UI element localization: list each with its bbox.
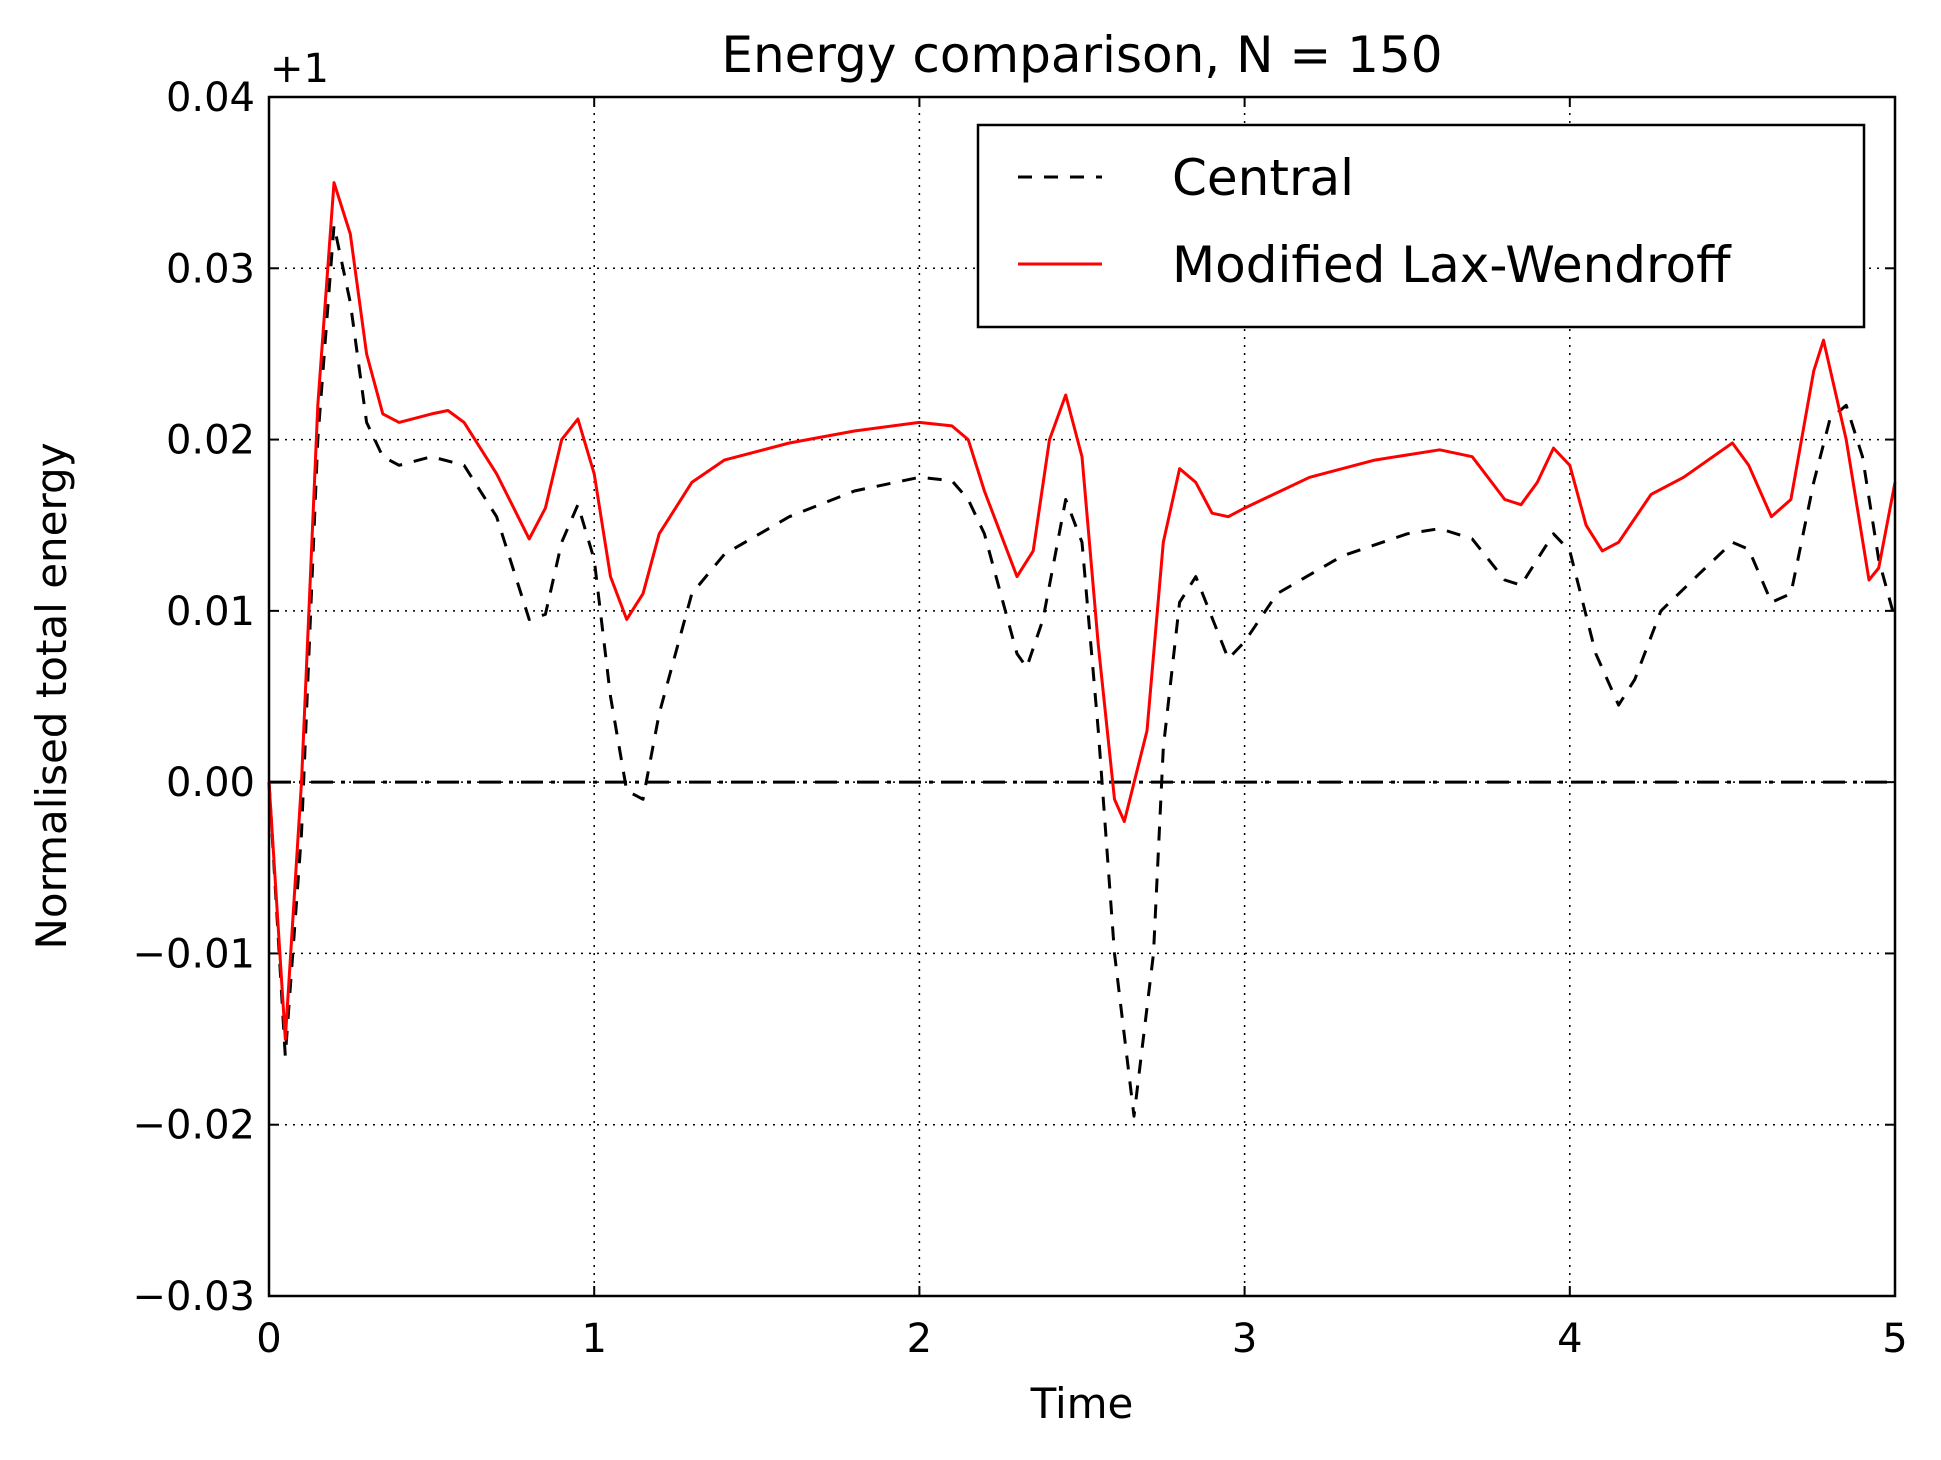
x-axis-label: Time xyxy=(1030,1379,1134,1428)
y-tick-label: 0.04 xyxy=(166,75,255,121)
offset-label: +1 xyxy=(270,46,329,92)
series-line xyxy=(267,224,1897,1118)
x-tick-label: 4 xyxy=(1557,1316,1582,1362)
y-tick-label: 0.02 xyxy=(166,418,255,464)
legend-box xyxy=(976,123,1866,329)
y-tick-label: 0.00 xyxy=(166,760,255,806)
y-axis-label: Normalised total energy xyxy=(27,442,76,949)
y-tick-label: −0.01 xyxy=(132,931,255,977)
plot-frame xyxy=(267,95,1897,1298)
legend-label: Modified Lax-Wendroff xyxy=(1172,236,1732,294)
legend-label: Central xyxy=(1172,149,1354,207)
x-tick-label: 1 xyxy=(581,1316,606,1362)
series-line xyxy=(267,181,1897,1041)
y-tick-label: 0.01 xyxy=(166,589,255,635)
x-tick-label: 2 xyxy=(907,1316,932,1362)
chart-title: Energy comparison, N = 150 xyxy=(721,26,1442,84)
x-tick-label: 3 xyxy=(1232,1316,1257,1362)
y-tick-label: −0.02 xyxy=(132,1103,255,1149)
y-tick-label: −0.03 xyxy=(132,1274,255,1320)
x-tick-label: 5 xyxy=(1882,1316,1907,1362)
x-tick-label: 0 xyxy=(256,1316,281,1362)
y-tick-label: 0.03 xyxy=(166,246,255,292)
